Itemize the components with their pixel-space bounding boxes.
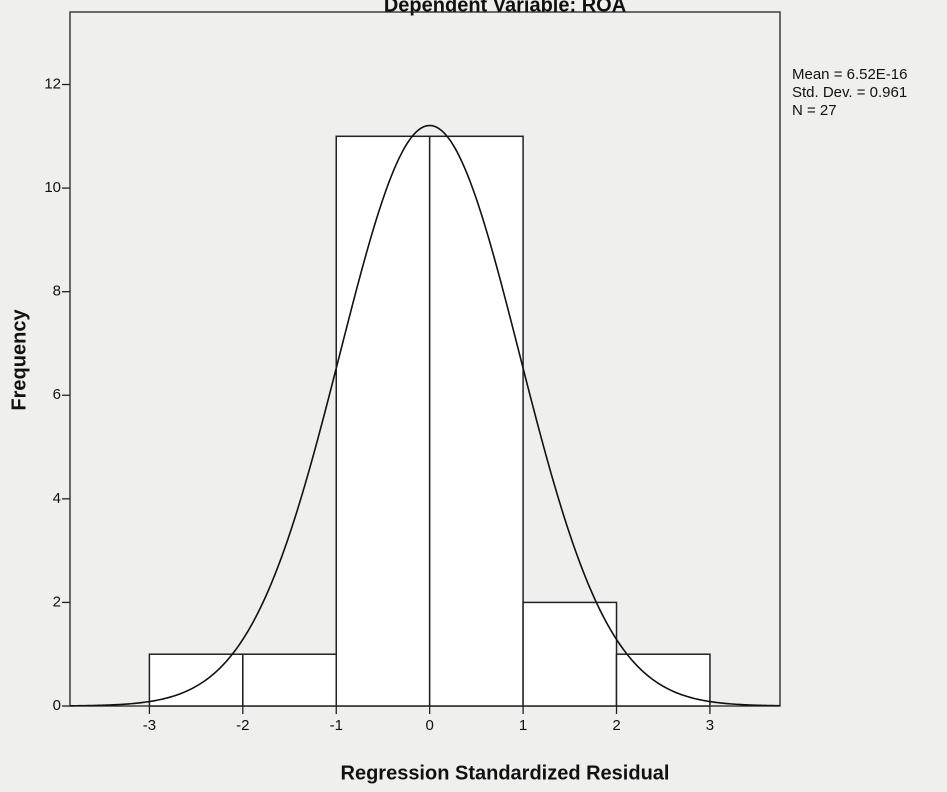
x-axis-label: Regression Standardized Residual: [341, 762, 670, 784]
x-tick-label: 1: [519, 717, 527, 734]
stat-n: N = 27: [792, 102, 837, 119]
x-tick-label: 2: [612, 717, 620, 734]
normal-curve: [69, 124, 781, 707]
bar: [615, 653, 711, 707]
stat-std-dev: Std. Dev. = 0.961: [792, 84, 907, 101]
stat-mean: Mean = 6.52E-16: [792, 66, 908, 83]
y-tick-label: 12: [44, 75, 61, 92]
bar: [335, 135, 431, 707]
y-tick-label: 0: [53, 697, 61, 714]
chart-title: Dependent Variable: ROA: [384, 0, 626, 16]
y-tick-label: 6: [53, 386, 61, 403]
y-tick-label: 2: [53, 593, 61, 610]
x-tick-label: 3: [706, 717, 714, 734]
bar: [522, 601, 618, 707]
x-tick-label: -2: [236, 717, 249, 734]
x-tick-label: -3: [143, 717, 156, 734]
bar: [242, 653, 337, 707]
y-tick-label: 4: [53, 490, 61, 507]
x-tick-label: -1: [330, 717, 343, 734]
y-tick-label: 8: [53, 283, 61, 300]
x-tick-label: 0: [425, 717, 433, 734]
bar: [428, 135, 524, 707]
y-tick-label: 10: [44, 179, 61, 196]
y-axis-label: Frequency: [8, 309, 30, 411]
